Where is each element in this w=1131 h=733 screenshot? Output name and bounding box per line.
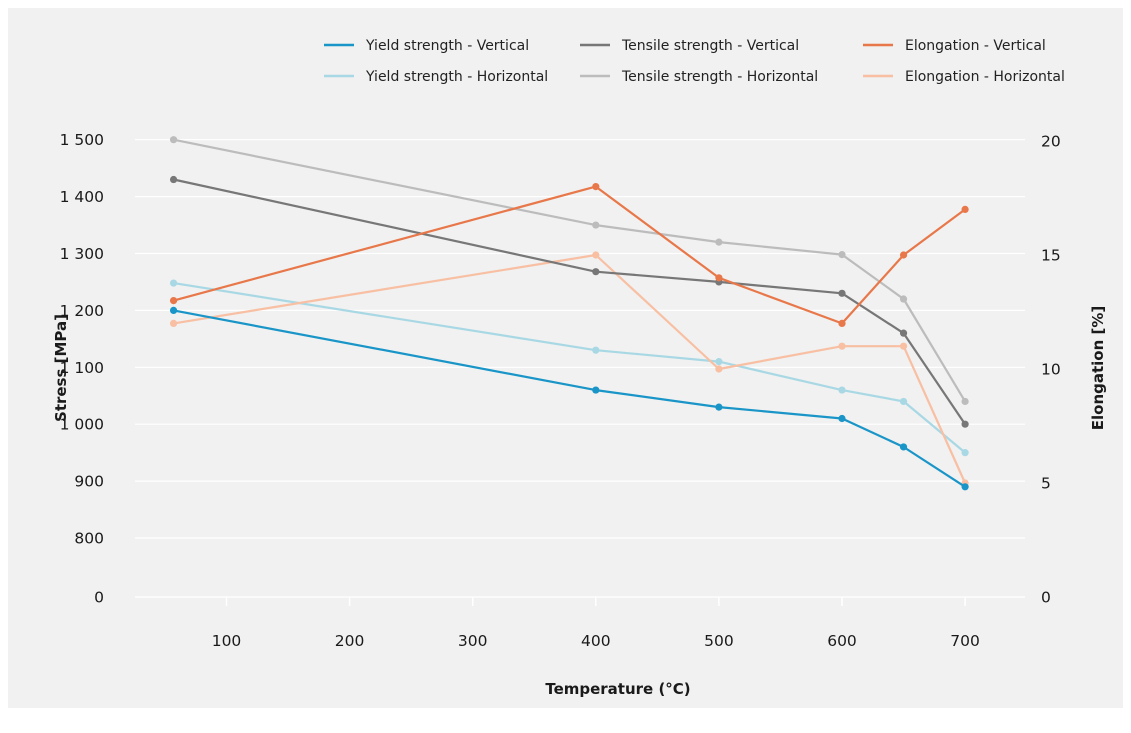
y-tick-label: 800 bbox=[74, 530, 104, 548]
data-point bbox=[715, 238, 723, 246]
data-point bbox=[715, 358, 723, 366]
y2-tick-label: 15 bbox=[1041, 247, 1061, 265]
y-axis-title: Stress [MPa] bbox=[52, 314, 70, 422]
y-tick-label: 0 bbox=[94, 589, 104, 607]
data-point bbox=[899, 329, 908, 337]
data-point bbox=[592, 346, 600, 354]
data-point bbox=[899, 295, 908, 303]
y-tick-label: 1 100 bbox=[60, 359, 104, 377]
data-point bbox=[961, 397, 969, 406]
data-point bbox=[961, 420, 969, 428]
legend-label: Yield strength - Vertical bbox=[365, 38, 529, 54]
data-point bbox=[838, 386, 846, 394]
data-point bbox=[592, 386, 600, 394]
data-point bbox=[899, 397, 908, 406]
y-axis-right: 0 5 10 15 20 bbox=[1041, 133, 1061, 607]
series-line bbox=[173, 309, 966, 488]
x-axis: 100 200 300 400 500 600 700 bbox=[212, 597, 980, 650]
data-point bbox=[961, 483, 969, 491]
y-tick-label: 1 200 bbox=[60, 302, 104, 320]
data-point bbox=[592, 183, 600, 191]
y-axis-left: 0 800 900 1 000 1 100 1 200 1 300 1 400 1 500 bbox=[60, 131, 104, 606]
data-point bbox=[169, 319, 178, 327]
x-tick-label: 600 bbox=[827, 632, 857, 650]
data-point bbox=[838, 414, 846, 423]
y-tick-label: 900 bbox=[74, 473, 104, 491]
data-point bbox=[592, 221, 600, 229]
data-point bbox=[899, 443, 908, 451]
data-point bbox=[592, 268, 600, 276]
data-point bbox=[899, 342, 908, 350]
data-point bbox=[961, 205, 969, 213]
y2-axis-title: Elongation [%] bbox=[1089, 306, 1107, 431]
data-point bbox=[838, 319, 846, 327]
y2-tick-label: 10 bbox=[1041, 361, 1061, 379]
data-point bbox=[169, 279, 178, 287]
legend-label: Yield strength - Horizontal bbox=[365, 69, 548, 85]
data-point bbox=[838, 251, 846, 259]
data-point bbox=[169, 136, 178, 144]
data-point bbox=[169, 175, 178, 184]
y-tick-label: 1 400 bbox=[60, 188, 104, 206]
data-point bbox=[592, 251, 600, 259]
legend-label: Elongation - Horizontal bbox=[905, 69, 1065, 85]
x-tick-label: 400 bbox=[581, 632, 611, 650]
x-tick-label: 300 bbox=[458, 632, 488, 650]
y2-tick-label: 5 bbox=[1041, 475, 1051, 493]
series-group bbox=[169, 136, 969, 491]
data-point bbox=[715, 365, 723, 373]
data-point bbox=[715, 274, 723, 282]
data-point bbox=[961, 449, 969, 457]
y2-tick-label: 0 bbox=[1041, 589, 1051, 607]
chart-background bbox=[8, 8, 1123, 708]
legend: Yield strength - Vertical Yield strength … bbox=[324, 38, 1065, 85]
data-point bbox=[169, 306, 178, 314]
series-line bbox=[173, 253, 967, 484]
data-point bbox=[169, 297, 178, 305]
x-axis-title: Temperature (°C) bbox=[545, 680, 690, 698]
series-line bbox=[173, 178, 967, 425]
x-tick-label: 100 bbox=[212, 632, 242, 650]
y-tick-label: 1 000 bbox=[60, 416, 104, 434]
data-point bbox=[838, 342, 846, 350]
series-line bbox=[173, 138, 967, 402]
legend-label: Elongation - Vertical bbox=[905, 38, 1046, 54]
y-tick-label: 1 500 bbox=[60, 131, 104, 149]
series-line bbox=[173, 282, 966, 454]
data-point bbox=[899, 251, 908, 259]
x-tick-label: 700 bbox=[950, 632, 980, 650]
x-tick-label: 200 bbox=[335, 632, 365, 650]
y-tick-label: 1 300 bbox=[60, 245, 104, 263]
data-point bbox=[715, 403, 723, 411]
grid-lines bbox=[135, 139, 1025, 598]
series-line bbox=[173, 185, 966, 325]
x-tick-label: 500 bbox=[704, 632, 734, 650]
y2-tick-label: 20 bbox=[1041, 133, 1061, 151]
legend-label: Tensile strength - Horizontal bbox=[621, 69, 818, 85]
data-point bbox=[838, 289, 846, 297]
legend-label: Tensile strength - Vertical bbox=[621, 38, 799, 54]
